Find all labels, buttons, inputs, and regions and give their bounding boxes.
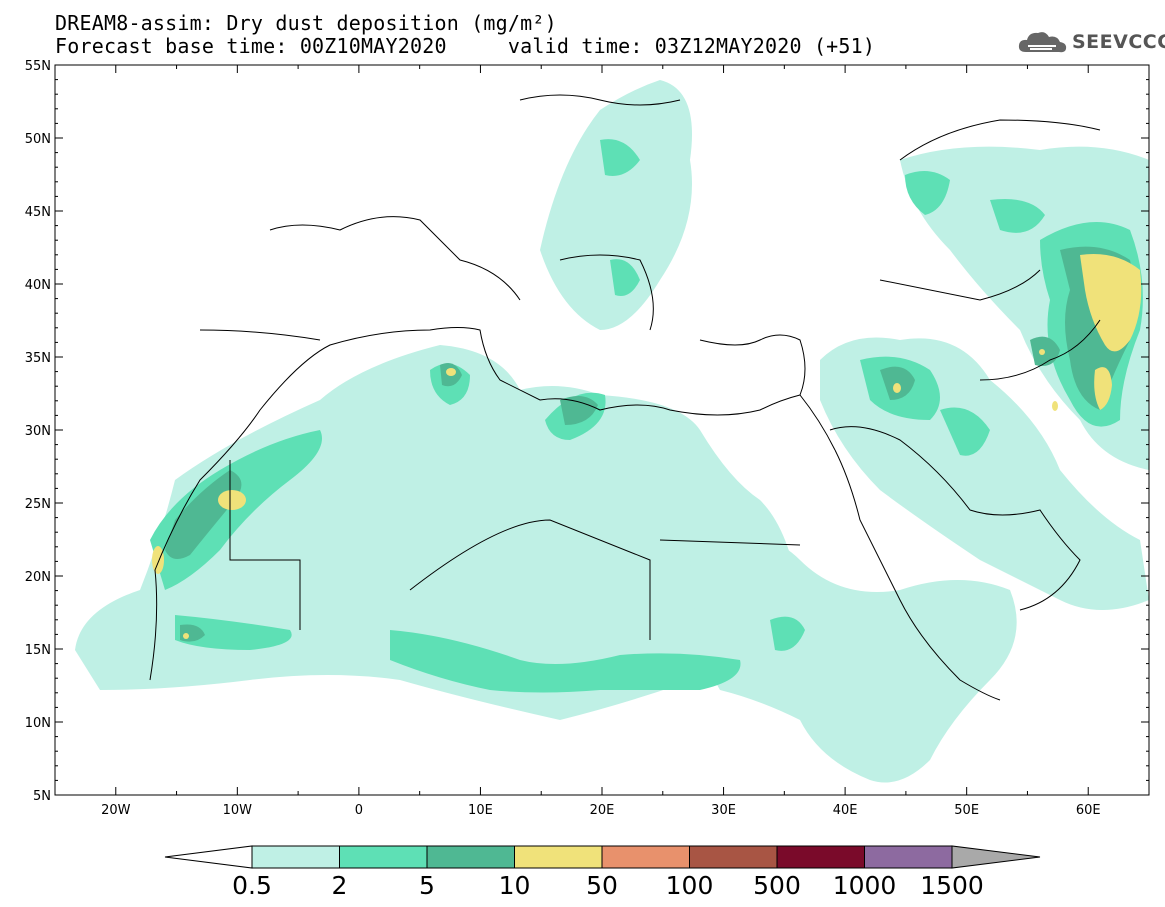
lon-label: 50E [954,803,979,818]
colorbar-segment [339,845,428,869]
colorbar-right-arrow [951,845,1041,869]
lon-label: 10W [223,803,253,818]
colorbar-label: 50 [586,871,618,900]
colorbar-label: 1500 [920,871,984,900]
lat-label: 10N [25,716,51,731]
lon-label: 60E [1076,803,1101,818]
lat-label: 35N [25,351,51,366]
colorbar-label: 10 [498,871,531,900]
colorbar-left-arrow [164,845,253,869]
lat-label: 15N [25,643,51,658]
colorbar-label: 5 [419,871,435,900]
colorbar-segment [514,845,603,869]
lat-label: 5N [33,789,51,804]
colorbar-segment [864,845,953,869]
colorbar-label: 1000 [832,871,897,900]
lat-label: 50N [25,132,51,147]
lon-label: 10E [468,803,493,818]
lon-label: 20W [101,803,131,818]
lat-label: 55N [25,59,51,74]
cloud-icon [1018,32,1067,53]
lon-label: 40E [833,803,858,818]
lat-label: 30N [25,424,51,439]
colorbar-segment [426,845,515,869]
colorbar-label: 0.5 [232,871,272,900]
lat-label: 20N [25,570,51,585]
lon-label: 30E [711,803,736,818]
colorbar-label: 100 [665,871,714,900]
seevccc-logo: SEEVCCC [1016,26,1165,58]
lon-label: 0 [355,803,363,818]
dust-field [75,80,1149,783]
map-axes: 20W 10W 0 10E 20E 30E 40E 50E 60E 55N 50N 45N 40N 35N… [25,59,1150,818]
lat-label: 45N [25,205,51,220]
colorbar-segment [601,845,690,869]
map-subtitle: Forecast base time: 00Z10MAY2020 valid t… [55,34,876,58]
colorbar-label: 500 [753,871,801,900]
colorbar-segment [689,845,778,869]
lat-label: 25N [25,497,51,512]
lat-label: 40N [25,278,51,293]
colorbar-segment [251,845,340,869]
lon-label: 20E [590,803,615,818]
map-title: DREAM8-assim: Dry dust deposition (mg/m²… [55,11,557,35]
logo-text: SEEVCCC [1072,31,1165,53]
colorbar-segment [776,845,865,869]
colorbar-label: 2 [331,871,348,900]
